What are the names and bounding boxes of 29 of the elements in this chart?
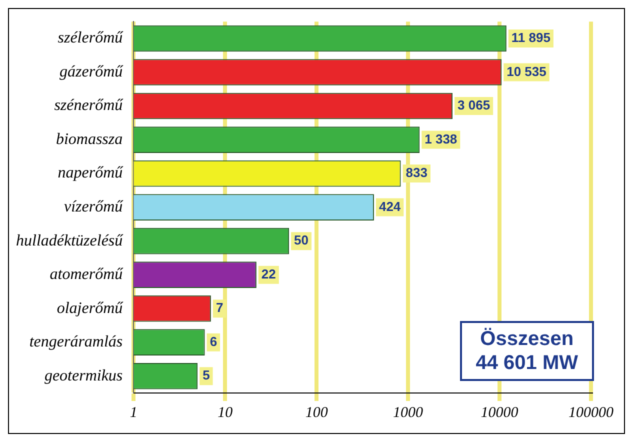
data-label: 10 535 <box>506 64 546 79</box>
x-tick-label: 10 <box>218 404 234 421</box>
x-tick-label: 100000 <box>568 404 614 421</box>
data-label: 50 <box>294 232 309 248</box>
data-label: 11 895 <box>511 30 550 46</box>
x-tick-label: 1000 <box>393 404 424 421</box>
x-tick-label: 1 <box>130 404 138 421</box>
y-tick-label: geotermikus <box>44 367 123 384</box>
data-label: 5 <box>202 368 210 383</box>
y-tick-label: tengeráramlás <box>29 334 123 351</box>
data-label: 3 065 <box>458 98 490 113</box>
annotation: Összesen 44 601 MW <box>476 327 578 375</box>
data-label: 22 <box>261 266 276 282</box>
y-tick-label: naperőmű <box>58 164 124 182</box>
x-tick-label: 10000 <box>480 404 519 421</box>
y-tick-label: olajerőmű <box>56 300 124 317</box>
data-label: 833 <box>406 165 428 180</box>
y-tick-label: szénerőmű <box>54 97 124 114</box>
data-label: 7 <box>216 300 224 316</box>
x-tick-label: 100 <box>305 404 328 421</box>
y-tick-label: vízerőmű <box>64 198 124 216</box>
y-tick-label: atomerőmű <box>50 266 124 284</box>
data-label: 6 <box>210 334 218 349</box>
y-tick-label: gázerőmű <box>60 63 124 80</box>
data-label: 424 <box>378 198 402 214</box>
y-tick-label: szélerőmű <box>58 30 124 47</box>
y-tick-label: hulladéktüzelésű <box>16 232 124 250</box>
y-tick-label: biomassza <box>56 130 123 148</box>
data-label: 1 338 <box>424 131 458 146</box>
